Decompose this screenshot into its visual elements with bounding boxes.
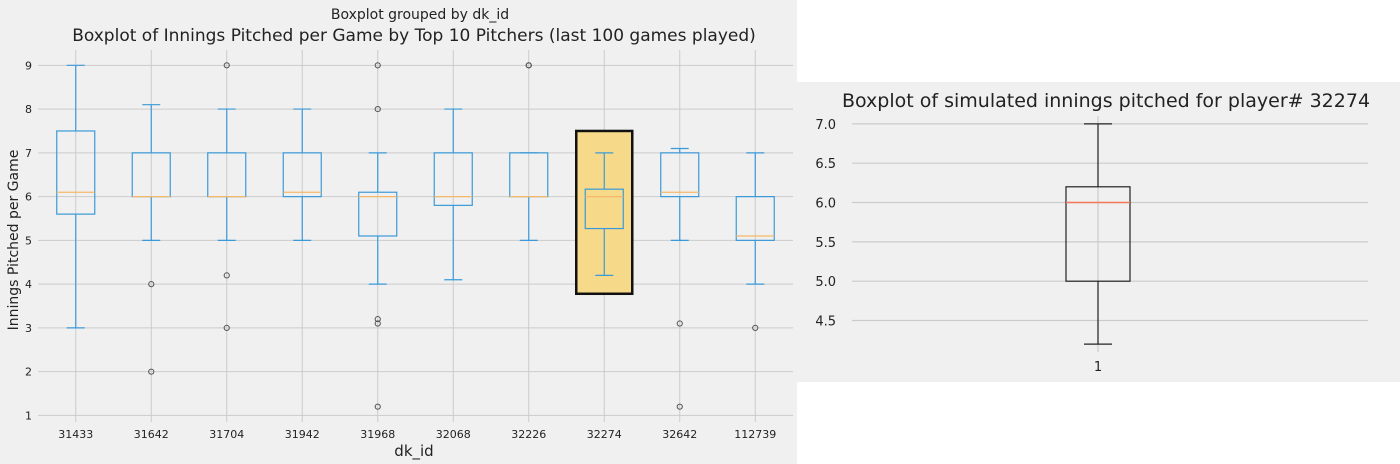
chart2-box-1 — [1065, 123, 1131, 345]
flier-point — [374, 105, 381, 113]
chart1-xtick-label: 31968 — [360, 428, 395, 441]
chart1-ytick-label: 5 — [25, 234, 32, 247]
iqr-box — [282, 152, 322, 198]
chart1-box-112739 — [735, 152, 775, 332]
flier-point — [525, 62, 532, 69]
iqr-box — [56, 130, 96, 215]
chart2-ytick-label: 7.0 — [815, 118, 836, 133]
chart2-ytick-label: 6.5 — [815, 157, 836, 172]
chart1-xticks: 31433 31642 31704 31942 31968 32068 32226 32274… — [58, 428, 776, 441]
iqr-box — [735, 196, 775, 241]
chart1-ylabel: Innings Pitched per Game — [6, 150, 22, 331]
iqr-box — [660, 152, 700, 198]
chart2-ytick-label: 4.5 — [815, 315, 836, 330]
chart1-ytick-label: 7 — [25, 147, 32, 160]
chart1-ytick-label: 9 — [25, 59, 32, 72]
chart1-title: Boxplot of Innings Pitched per Game by T… — [72, 26, 756, 46]
chart1-box-31968 — [358, 62, 398, 410]
chart1-xtick-label: 32642 — [662, 428, 697, 441]
chart2-xtick-label: 1 — [1094, 360, 1102, 375]
flier-point — [374, 320, 381, 327]
chart1-xtick-label: 112739 — [734, 428, 776, 441]
chart1-xlabel: dk_id — [394, 442, 433, 461]
chart2-xticks: 1 — [1094, 360, 1102, 375]
flier-point — [374, 316, 381, 323]
chart1-box-32642 — [660, 147, 700, 410]
iqr-box — [1065, 186, 1131, 282]
chart1-xtick-label: 31642 — [134, 428, 169, 441]
flier-point — [374, 403, 381, 410]
chart2-yticks: 4.5 5.0 5.5 6.0 6.5 7.0 — [815, 118, 836, 330]
chart1-yticks: 1 2 3 4 5 6 7 8 9 — [25, 59, 32, 422]
chart1-box-31642 — [131, 104, 171, 375]
chart1-suptitle: Boxplot grouped by dk_id — [331, 7, 509, 23]
chart1-background — [0, 0, 797, 464]
chart1-xtick-label: 31704 — [209, 428, 244, 441]
flier-point — [676, 403, 683, 410]
chart1-boxes — [56, 62, 775, 410]
chart2-ytick-label: 5.0 — [815, 275, 836, 290]
flier-point — [223, 324, 230, 332]
flier-point — [752, 324, 759, 332]
chart1-box-32226 — [509, 62, 549, 241]
chart2-ytick-label: 6.0 — [815, 197, 836, 212]
chart2-boxes — [1065, 123, 1131, 345]
iqr-box — [358, 191, 398, 237]
chart1-ytick-label: 3 — [25, 322, 32, 335]
chart1-ytick-label: 4 — [25, 278, 32, 291]
chart1-ytick-label: 6 — [25, 191, 32, 204]
flier-point — [223, 272, 230, 279]
chart1-box-31704 — [207, 62, 247, 332]
chart1-box-32274 — [584, 152, 624, 276]
flier-point — [148, 281, 155, 288]
chart1-xtick-label: 31942 — [285, 428, 320, 441]
chart1-xtick-label: 31433 — [58, 428, 93, 441]
flier-point — [223, 62, 230, 69]
flier-point — [374, 62, 381, 69]
chart1-box-32068 — [433, 108, 473, 281]
boxplot-simulated-32274: Boxplot of simulated innings pitched for… — [797, 82, 1400, 382]
chart1-box-31942 — [282, 108, 322, 241]
chart1-box-31433 — [56, 64, 96, 329]
chart2-title: Boxplot of simulated innings pitched for… — [842, 90, 1370, 112]
chart1-ytick-label: 8 — [25, 103, 32, 116]
chart1-ytick-label: 1 — [25, 409, 32, 422]
flier-point — [676, 320, 683, 327]
chart1-xtick-label: 32226 — [511, 428, 546, 441]
boxplot-top-10-pitchers: Boxplot grouped by dk_id Boxplot of Inni… — [0, 0, 797, 464]
chart1-xtick-label: 32274 — [587, 428, 622, 441]
iqr-box — [584, 188, 624, 230]
chart2-ytick-label: 5.5 — [815, 236, 836, 251]
iqr-box — [433, 152, 473, 206]
chart1-ytick-label: 2 — [25, 366, 32, 379]
chart1-xtick-label: 32068 — [436, 428, 471, 441]
flier-point — [148, 368, 155, 375]
